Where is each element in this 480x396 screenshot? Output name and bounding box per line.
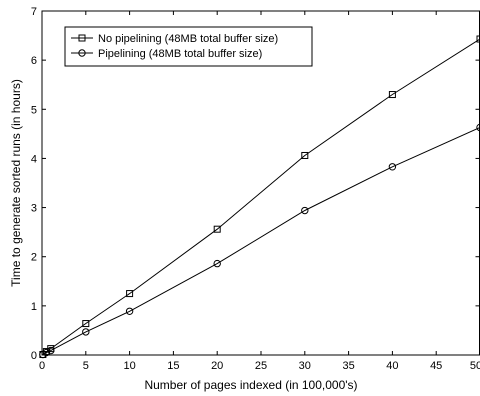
legend-marker-square <box>78 34 86 42</box>
square-point <box>388 91 396 99</box>
y-tick-label: 3 <box>31 203 37 215</box>
legend-box <box>64 26 313 67</box>
x-tick-label: 0 <box>39 360 45 372</box>
x-tick-label: 50 <box>470 360 480 372</box>
circle-point <box>125 307 134 315</box>
x-tick-label: 10 <box>123 360 135 372</box>
y-tick-label: 6 <box>31 55 37 67</box>
circle-point <box>213 259 221 268</box>
y-tick-label: 1 <box>31 301 37 313</box>
legend: No pipelining (48MB total buffer size) Pi… <box>64 26 313 67</box>
y-axis-label: Time to generate sorted runs (in hours) <box>9 79 23 287</box>
x-tick-label: 25 <box>255 360 267 372</box>
legend-item: Pipelining (48MB total buffer size) <box>71 48 262 60</box>
square-point <box>82 320 90 328</box>
circle-point <box>301 206 309 215</box>
x-tick-label: 15 <box>167 360 179 372</box>
y-tick-label: 0 <box>31 350 37 362</box>
series-line <box>42 38 480 355</box>
circle-point <box>388 163 397 171</box>
x-axis-label: Number of pages indexed (in 100,000's) <box>144 378 357 392</box>
series-line <box>42 127 480 355</box>
square-point <box>126 290 134 298</box>
legend-label: No pipelining (48MB total buffer size) <box>98 33 278 45</box>
legend-marker-circle <box>78 49 86 57</box>
x-tick-label: 30 <box>299 360 311 372</box>
x-tick-label: 35 <box>342 360 354 372</box>
series-2 <box>39 123 480 359</box>
x-tick-label: 40 <box>386 360 398 372</box>
y-tick-label: 7 <box>31 6 37 18</box>
square-point <box>213 225 221 233</box>
legend-item: No pipelining (48MB total buffer size) <box>71 33 278 45</box>
series-layer <box>39 35 480 359</box>
x-tick-label: 45 <box>430 360 442 372</box>
y-tick-label: 2 <box>31 252 37 264</box>
series-1 <box>39 35 480 359</box>
square-point <box>301 151 309 159</box>
circle-point <box>42 348 51 357</box>
y-tick-label: 4 <box>31 153 37 165</box>
circle-point <box>47 346 55 355</box>
x-tick-label: 20 <box>211 360 223 372</box>
square-point <box>476 35 480 43</box>
x-tick-label: 5 <box>83 360 89 372</box>
circle-point <box>39 350 47 359</box>
y-tick-label: 5 <box>31 104 37 116</box>
circle-point <box>82 328 90 336</box>
legend-label: Pipelining (48MB total buffer size) <box>98 48 262 60</box>
